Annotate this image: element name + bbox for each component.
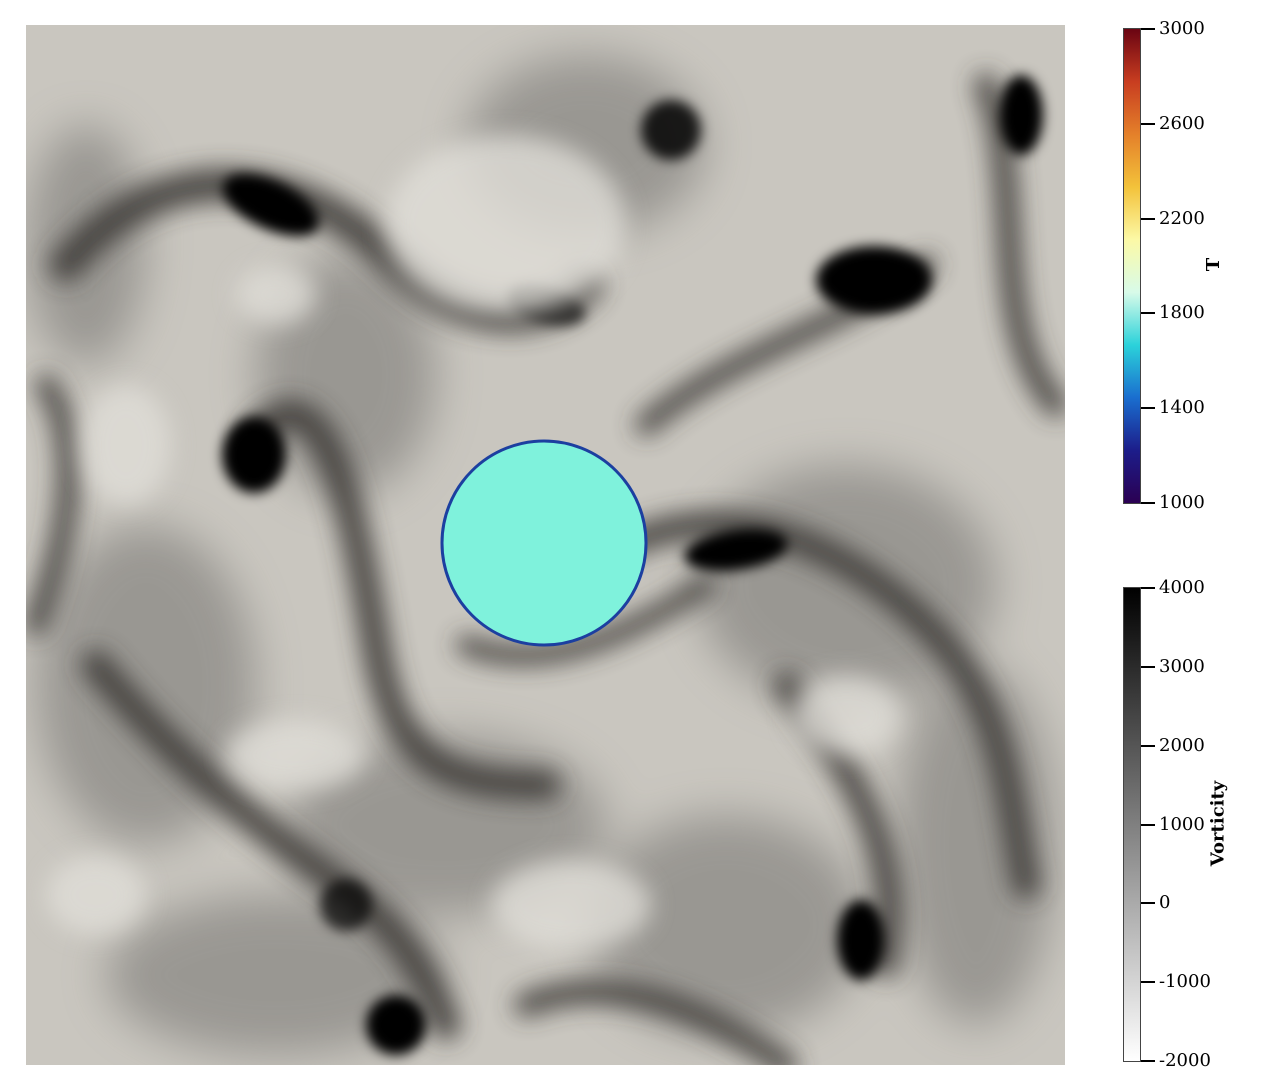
temperature-colorbar-tick-label: 2600 [1159,112,1205,134]
vortex-core [641,100,701,160]
vorticity-colorbar-tick-mark [1141,981,1155,984]
temperature-colorbar-title: T [1203,257,1225,272]
vortex-core [816,246,932,314]
vorticity-colorbar-tick-label: 1000 [1159,813,1205,835]
temperature-colorbar-tick-label: 1400 [1159,397,1205,419]
vorticity-colorbar-tick-mark [1141,665,1155,668]
vorticity-colorbar-tick-label: 0 [1159,892,1171,914]
vorticity-colorbar-tick-label: 2000 [1159,734,1205,756]
vortex-core [366,995,426,1055]
temperature-colorbar-gradient [1123,28,1141,504]
temperature-colorbar-tick-label: 1800 [1159,302,1205,324]
temperature-colorbar-tick-mark [1141,122,1155,125]
vorticity-colorbar-tick-mark [1141,744,1155,747]
vorticity-colorbar-tick-label: 4000 [1159,577,1205,598]
temperature-colorbar-tick-mark [1141,502,1155,504]
temperature-colorbar: 3000 2600 2200 1800 1400 1000 T [1123,20,1253,512]
vorticity-field [26,25,1065,1065]
vortex-core [837,900,885,980]
vorticity-colorbar-tick-label: -2000 [1159,1050,1211,1071]
vorticity-colorbar: 4000 3000 2000 1000 0 -1000 -2000 Vorticity [1123,579,1253,1070]
vorticity-colorbar-title: Vorticity [1207,780,1229,867]
vorticity-colorbar-tick-mark [1141,1060,1155,1062]
temperature-colorbar-tick-mark [1141,28,1155,30]
vortex-core [320,879,372,931]
vorticity-colorbar-tick-label: -1000 [1159,971,1211,993]
vorticity-colorbar-gradient [1123,587,1141,1062]
vorticity-colorbar-tick-mark [1141,587,1155,589]
temperature-colorbar-tick-mark [1141,312,1155,315]
vortex-core [999,75,1043,155]
vortex-core [222,417,286,493]
vortex-core [684,528,788,572]
temperature-colorbar-tick-label: 2200 [1159,207,1205,229]
particle-disk [440,439,648,647]
temperature-colorbar-tick-mark [1141,217,1155,220]
vorticity-colorbar-tick-label: 3000 [1159,655,1205,677]
vortex-core [222,174,320,236]
vorticity-colorbar-tick-mark [1141,823,1155,826]
vorticity-colorbar-tick-mark [1141,902,1155,905]
temperature-colorbar-tick-mark [1141,407,1155,410]
temperature-colorbar-tick-label: 3000 [1159,18,1205,39]
temperature-colorbar-tick-label: 1000 [1159,492,1205,513]
